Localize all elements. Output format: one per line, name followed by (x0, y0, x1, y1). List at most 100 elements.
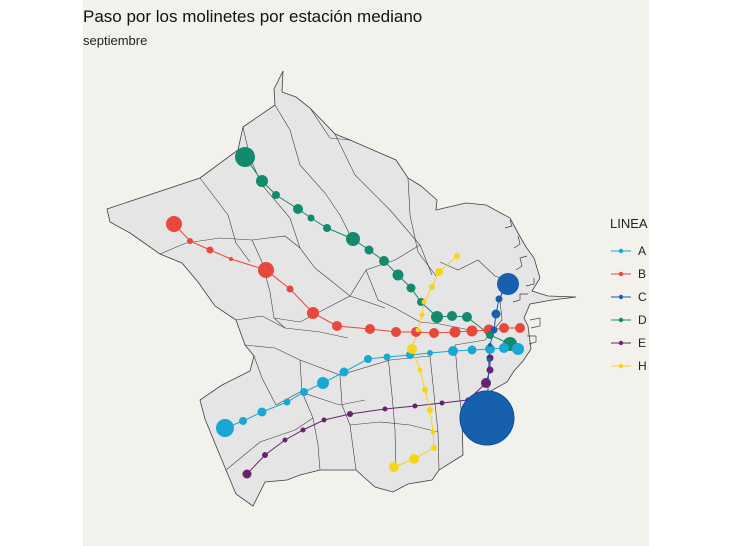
legend-label-h: H (638, 358, 647, 373)
line-d-station (307, 214, 315, 222)
line-d-station (379, 256, 389, 266)
line-e-station (481, 378, 491, 388)
pier (504, 219, 513, 229)
line-b-station (286, 285, 294, 293)
line-d-station (392, 269, 404, 281)
line-a-station (427, 350, 433, 356)
line-c-station (459, 390, 515, 446)
city-land (106, 70, 577, 507)
line-h-station (409, 454, 419, 464)
line-b-station (307, 307, 319, 319)
line-h-station (419, 312, 425, 318)
neighborhood-boundary (429, 355, 440, 471)
line-e-station (412, 403, 418, 409)
line-b-station (499, 323, 509, 333)
line-b-station (429, 328, 439, 338)
legend-key-e (611, 340, 631, 345)
neighborhood-boundary (251, 239, 286, 329)
line-b-station (365, 324, 375, 334)
line-b-station (449, 326, 461, 338)
legend-label-b: B (638, 266, 647, 281)
line-a-station (512, 343, 524, 355)
line-b-station (391, 327, 401, 337)
pier (512, 293, 528, 303)
line-e-station (347, 411, 353, 417)
legend-label-a: A (638, 243, 647, 258)
line-h-station (421, 299, 427, 305)
neighborhood-boundary (199, 177, 251, 263)
neighborhood-boundary (309, 107, 351, 141)
line-d-station (406, 283, 416, 293)
line-b-station (332, 321, 342, 331)
line-e-station (282, 437, 288, 443)
line-a-station (283, 398, 291, 406)
pier (529, 317, 541, 329)
line-e-station (242, 469, 252, 479)
line-c-station (490, 326, 498, 334)
line-a-station (364, 355, 372, 363)
map-title: Paso por los molinetes por estación medi… (83, 7, 423, 26)
legend-item-e: E (610, 331, 648, 354)
neighborhood-boundary (275, 391, 366, 406)
line-a-station (383, 353, 391, 361)
line-c-station (488, 343, 492, 347)
line-d-station (272, 191, 280, 199)
line-h-station (429, 284, 435, 290)
line-a-station (216, 419, 234, 437)
line-a-station (257, 407, 267, 417)
line-d-station (323, 224, 331, 232)
legend-title: LINEA (610, 216, 648, 231)
line-a-station (448, 346, 458, 356)
line-b-station (515, 323, 525, 333)
neighborhood-boundary (365, 269, 471, 331)
line-a-station (485, 344, 495, 354)
line-b-station (466, 325, 478, 337)
line-c-station (487, 358, 491, 362)
line-b-station (166, 216, 182, 232)
neighborhood-boundary (253, 355, 277, 406)
line-e-station (382, 406, 388, 412)
line-d-station (462, 312, 472, 322)
neighborhood-boundary (349, 421, 439, 433)
line-e-station (321, 417, 327, 423)
legend-label-d: D (638, 312, 647, 327)
pier (513, 235, 521, 249)
city-outline (106, 70, 577, 507)
line-a-path (224, 347, 519, 429)
map-subtitle: septiembre (83, 33, 148, 48)
legend-key-d (611, 317, 631, 322)
line-d-station (256, 175, 268, 187)
line-b-station (258, 262, 274, 278)
legend-label-e: E (638, 335, 647, 350)
line-c-station (491, 309, 501, 319)
neighborhood-boundary (244, 344, 431, 376)
neighborhood-boundary (334, 133, 433, 276)
coastline-detail (504, 219, 541, 345)
line-a-station (467, 345, 477, 355)
line-c-station (495, 295, 503, 303)
legend-item-c: C (610, 285, 648, 308)
neighborhood-boundary (225, 417, 314, 471)
legend: LINEA A B C D E H (610, 216, 648, 377)
line-e-station (262, 452, 268, 458)
line-h-station (389, 462, 399, 472)
legend-item-b: B (610, 262, 648, 285)
line-a-station (300, 388, 308, 396)
neighborhood-boundary (387, 355, 397, 471)
legend-key-b (611, 271, 631, 276)
line-a-station (339, 367, 349, 377)
neighborhood-boundary (274, 104, 356, 246)
neighborhood-boundary (273, 244, 421, 323)
line-d-station (447, 311, 457, 321)
legend-item-d: D (610, 308, 648, 331)
line-d-station (293, 204, 303, 214)
line-h-station (422, 387, 428, 393)
line-h-station (454, 253, 460, 259)
line-b-station (229, 257, 233, 261)
line-h-station (430, 429, 436, 435)
line-d-station (346, 232, 360, 246)
legend-item-a: A (610, 239, 648, 262)
line-e-station (300, 427, 306, 433)
pier (527, 335, 537, 345)
